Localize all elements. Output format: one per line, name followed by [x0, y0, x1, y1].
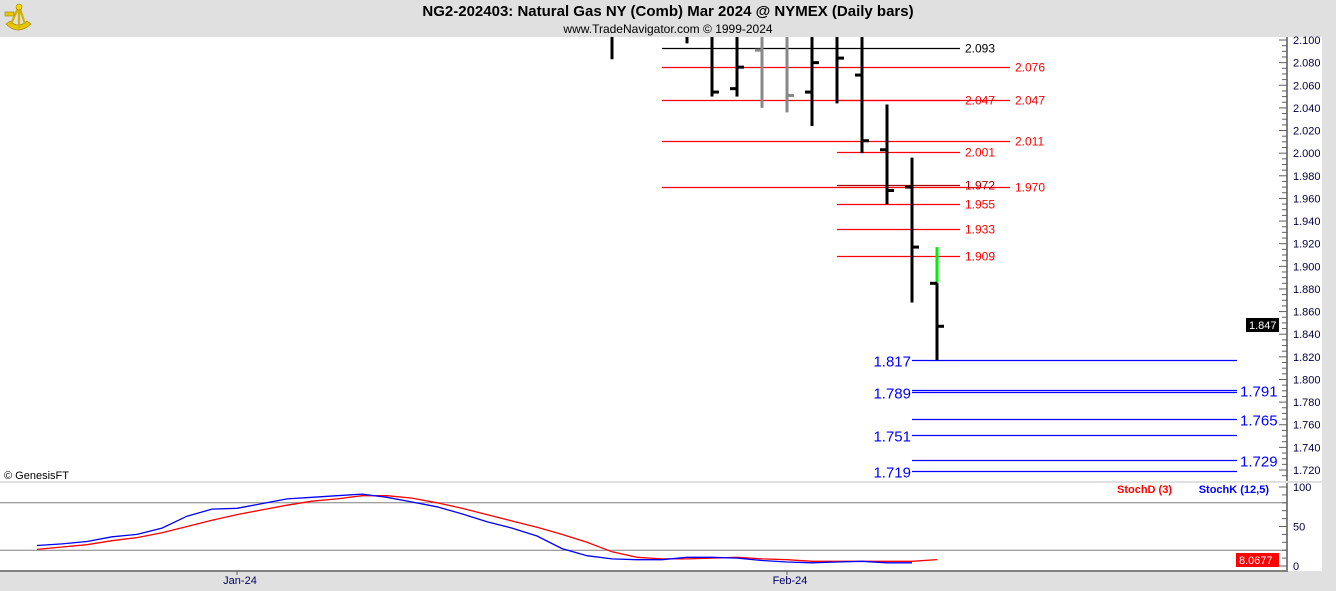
stoch-tick-label: 50 [1293, 522, 1305, 534]
chart-title: NG2-202403: Natural Gas NY (Comb) Mar 20… [422, 3, 914, 20]
price-tick-label: 1.960 [1293, 193, 1321, 205]
level-label: 1.765 [1240, 413, 1278, 430]
price-tick-label: 1.840 [1293, 329, 1321, 341]
price-tick-label: 1.860 [1293, 307, 1321, 319]
price-tick-label: 1.800 [1293, 374, 1321, 386]
price-tick-label: 2.000 [1293, 148, 1321, 160]
price-tick-label: 1.760 [1293, 420, 1321, 432]
stoch-tick-label: 0 [1293, 561, 1299, 573]
level-label: 1.933 [965, 223, 995, 237]
price-tick-label: 1.820 [1293, 352, 1321, 364]
level-label: 1.817 [873, 354, 911, 371]
price-tick-label: 2.040 [1293, 103, 1321, 115]
level-label: 1.791 [1240, 384, 1278, 401]
price-tick-label: 2.060 [1293, 80, 1321, 92]
legend-stochk: StochK (12,5) [1199, 484, 1270, 496]
sextant-icon [4, 3, 32, 31]
price-tick-label: 1.920 [1293, 239, 1321, 251]
level-label: 1.970 [1015, 181, 1045, 195]
legend-stochd: StochD (3) [1117, 484, 1172, 496]
last-price-label: 1.847 [1249, 320, 1277, 332]
level-label: 1.789 [873, 386, 911, 403]
stochastic-panel[interactable] [0, 483, 1322, 571]
chart-subtitle: www.TradeNavigator.com © 1999-2024 [563, 22, 773, 36]
price-tick-label: 1.780 [1293, 397, 1321, 409]
level-label: 1.972 [965, 179, 995, 193]
level-label: 1.719 [873, 465, 911, 482]
date-tick-label: Jan-24 [223, 575, 257, 587]
level-label: 2.047 [965, 94, 995, 108]
level-label: 1.751 [873, 429, 911, 446]
watermark: © GenesisFT [4, 470, 69, 482]
price-tick-label: 1.940 [1293, 216, 1321, 228]
price-tick-label: 2.080 [1293, 58, 1321, 70]
price-tick-label: 1.980 [1293, 171, 1321, 183]
price-tick-label: 1.740 [1293, 442, 1321, 454]
last-price-badge [1246, 318, 1279, 332]
level-label: 2.047 [1015, 94, 1045, 108]
date-tick-label: Feb-24 [773, 575, 808, 587]
level-label: 2.001 [965, 146, 995, 160]
level-label: 1.909 [965, 250, 995, 264]
price-tick-label: 2.100 [1293, 35, 1321, 47]
last-stoch-label: 8.0677 [1239, 555, 1273, 567]
price-tick-label: 1.720 [1293, 465, 1321, 477]
level-label: 2.011 [1015, 135, 1044, 149]
stoch-tick-label: 100 [1293, 482, 1311, 494]
level-label: 1.729 [1240, 454, 1278, 471]
stoch-series-line [36, 495, 938, 562]
stoch-series-line [36, 493, 912, 564]
price-tick-label: 1.880 [1293, 284, 1321, 296]
last-stoch-badge [1236, 553, 1279, 567]
price-panel[interactable] [0, 37, 1322, 481]
level-label: 2.076 [1015, 61, 1045, 75]
price-tick-label: 2.020 [1293, 126, 1321, 138]
level-label: 2.093 [965, 42, 995, 56]
level-label: 1.955 [965, 198, 995, 212]
price-tick-label: 1.900 [1293, 261, 1321, 273]
